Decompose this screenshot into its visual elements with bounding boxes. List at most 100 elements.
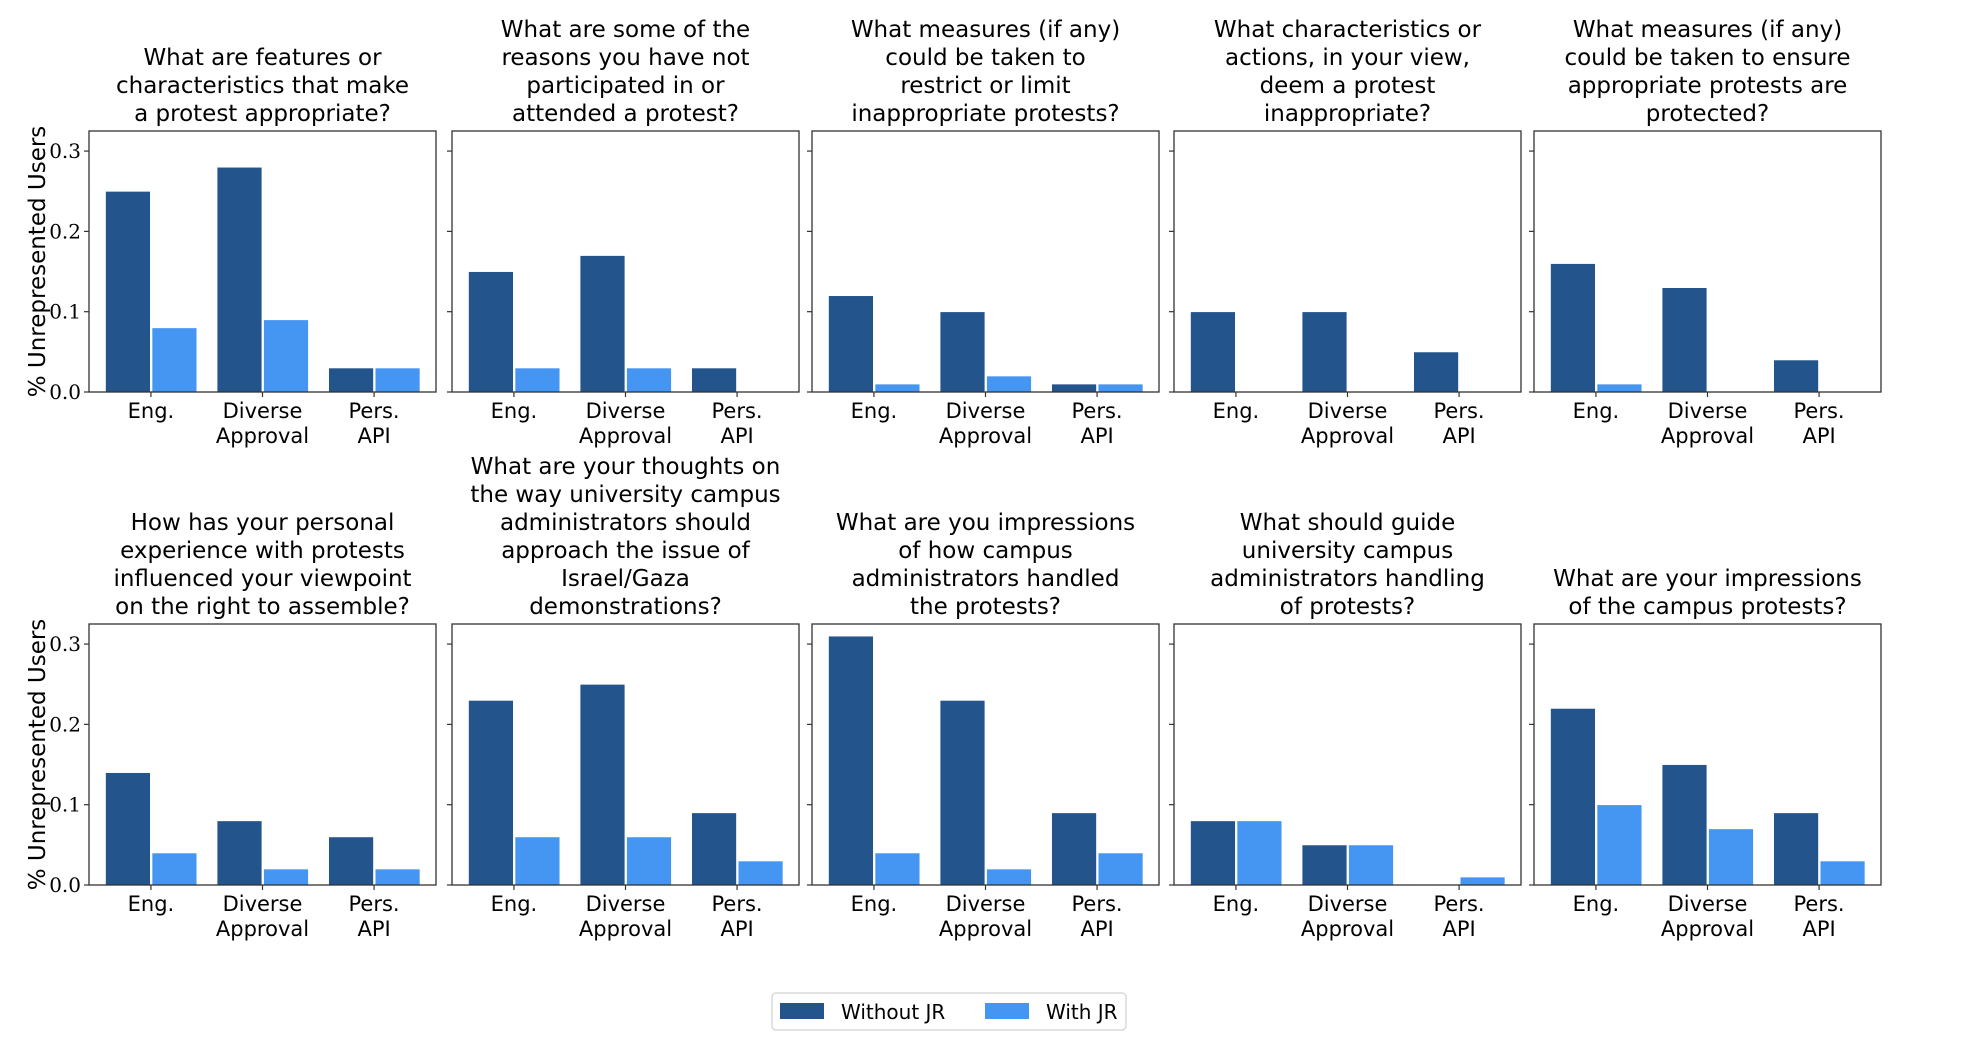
- y-tick-label: 0.1: [49, 793, 81, 817]
- x-tick-label-line: Eng.: [491, 892, 538, 916]
- x-tick-label-line: API: [1802, 917, 1835, 941]
- x-tick-label-line: Pers.: [349, 399, 400, 423]
- x-tick-label-line: Approval: [579, 424, 672, 448]
- panel-title-line: Israel/Gaza: [561, 566, 690, 592]
- bar-with-jr-2: [374, 367, 421, 393]
- bar-with-jr-1: [1708, 828, 1754, 886]
- x-tick-label-line: Diverse: [946, 399, 1026, 423]
- y-tick-label: 0.0: [49, 380, 81, 404]
- x-tick-label: Eng.: [1213, 399, 1260, 423]
- panel-title-line: What are your impressions: [1553, 566, 1862, 592]
- x-tick-label: Eng.: [851, 399, 898, 423]
- x-tick-label-line: Approval: [1661, 424, 1754, 448]
- panel-title-line: What are your thoughts on: [471, 454, 781, 480]
- panel-title-line: on the right to assemble?: [115, 594, 410, 620]
- panel-title-line: approach the issue of: [501, 538, 750, 564]
- x-tick-label-line: API: [720, 424, 753, 448]
- x-tick-label: Pers. API: [712, 892, 763, 941]
- panel-title-line: inappropriate?: [1264, 101, 1431, 127]
- x-tick-label: Eng.: [128, 399, 175, 423]
- panel-10: What are your impressions of the campus p…: [1529, 566, 1882, 941]
- x-tick-label-line: Approval: [939, 424, 1032, 448]
- panel-title-line: university campus: [1242, 538, 1453, 564]
- bar-without-jr-1: [216, 166, 263, 393]
- bar-with-jr-1: [1348, 844, 1394, 886]
- x-tick-label-line: Eng.: [1573, 399, 1620, 423]
- panel-title: What should guide university campus admini…: [1210, 510, 1485, 620]
- bar-with-jr-0: [514, 836, 561, 886]
- bar-without-jr-1: [1301, 311, 1348, 393]
- legend-swatch-with-jr: [985, 1003, 1029, 1019]
- x-tick-label: Eng.: [851, 892, 898, 916]
- panel-title-line: administrators handling: [1210, 566, 1485, 592]
- panel-title-line: characteristics that make: [116, 73, 409, 99]
- y-tick-label: 0.1: [49, 300, 81, 324]
- panel-title-line: What should guide: [1240, 510, 1456, 536]
- panel-grid: What are features or characteristics that…: [25, 17, 1882, 941]
- x-tick-label: Eng.: [1573, 892, 1620, 916]
- bar-without-jr-0: [828, 295, 874, 393]
- bar-with-jr-0: [874, 383, 921, 393]
- bar-with-jr-1: [986, 868, 1032, 886]
- x-tick-label-line: Pers.: [1072, 399, 1123, 423]
- x-tick-label: Eng.: [491, 399, 538, 423]
- x-tick-label: Pers. API: [349, 399, 400, 448]
- panel-title: What are you impressions of how campus adm…: [836, 510, 1135, 620]
- x-tick-label: Diverse Approval: [216, 399, 309, 448]
- panel-title: What are your impressions of the campus p…: [1553, 566, 1862, 620]
- y-tick-label: 0.2: [49, 219, 81, 243]
- x-tick-label-line: API: [1442, 917, 1475, 941]
- panel-title-line: of how campus: [898, 538, 1073, 564]
- bar-with-jr-0: [151, 852, 198, 886]
- panel-title-line: deem a protest: [1260, 73, 1436, 99]
- panel-5: What measures (if any) could be taken to …: [1529, 17, 1882, 448]
- x-tick-label-line: Eng.: [128, 399, 175, 423]
- legend-frame: [771, 992, 1127, 1031]
- panel-title-line: a protest appropriate?: [134, 101, 391, 127]
- panel-title-line: the protests?: [910, 594, 1061, 620]
- bar-with-jr-2: [1459, 876, 1506, 886]
- x-tick-label: Pers. API: [349, 892, 400, 941]
- x-tick-label-line: Eng.: [851, 892, 898, 916]
- bar-with-jr-2: [737, 860, 784, 886]
- y-axis-label: % Unrepresented Users: [25, 126, 51, 398]
- bar-without-jr-0: [1550, 707, 1596, 886]
- bar-with-jr-2: [374, 868, 421, 886]
- x-tick-label: Diverse Approval: [579, 399, 672, 448]
- panel-title-line: of protests?: [1280, 594, 1415, 620]
- bar-without-jr-1: [1661, 764, 1708, 886]
- bar-without-jr-0: [105, 772, 151, 886]
- panel-title-line: What characteristics or: [1214, 17, 1482, 43]
- bar-without-jr-0: [105, 190, 151, 393]
- bar-with-jr-0: [1236, 820, 1283, 886]
- bar-with-jr-2: [1097, 383, 1144, 393]
- x-tick-label-line: API: [720, 917, 753, 941]
- bar-with-jr-0: [514, 367, 561, 393]
- bar-without-jr-2: [691, 367, 737, 393]
- x-tick-label: Eng.: [1573, 399, 1620, 423]
- y-tick-label: 0.3: [49, 632, 81, 656]
- bar-without-jr-1: [579, 683, 626, 886]
- panel-title-line: What measures (if any): [851, 17, 1120, 43]
- panel-title-line: influenced your viewpoint: [113, 566, 411, 592]
- bar-without-jr-0: [1550, 263, 1596, 393]
- bar-without-jr-2: [1773, 812, 1819, 886]
- x-tick-label-line: API: [357, 424, 390, 448]
- x-tick-label-line: Pers.: [712, 399, 763, 423]
- bar-with-jr-0: [1596, 804, 1643, 886]
- x-tick-label: Diverse Approval: [579, 892, 672, 941]
- panel-title-line: attended a protest?: [512, 101, 739, 127]
- x-tick-label-line: Pers.: [1794, 892, 1845, 916]
- bar-with-jr-0: [1596, 383, 1643, 393]
- bar-with-jr-0: [151, 327, 198, 393]
- panel-title-line: could be taken to: [885, 45, 1085, 71]
- x-tick-label-line: Eng.: [1573, 892, 1620, 916]
- x-tick-label-line: Pers.: [1434, 892, 1485, 916]
- x-tick-label-line: Diverse: [586, 892, 666, 916]
- x-tick-label-line: Diverse: [946, 892, 1026, 916]
- x-tick-label: Eng.: [128, 892, 175, 916]
- panel-title-line: appropriate protests are: [1568, 73, 1848, 99]
- panel-title-line: could be taken to ensure: [1564, 45, 1850, 71]
- panel-title-line: What are some of the: [501, 17, 750, 43]
- x-tick-label-line: Pers.: [349, 892, 400, 916]
